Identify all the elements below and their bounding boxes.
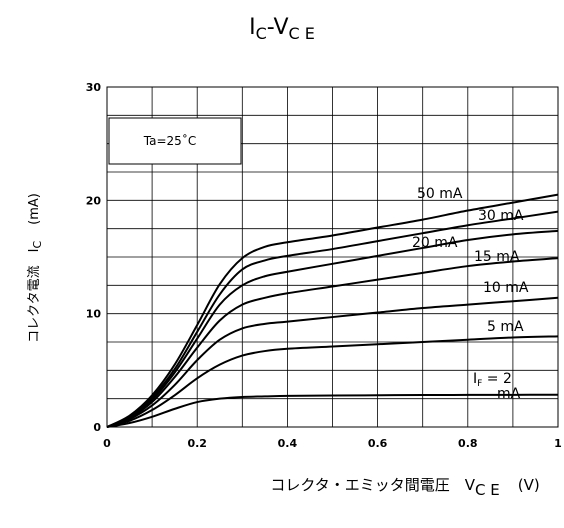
curves — [106, 193, 559, 428]
y-tick-label: 30 — [86, 81, 102, 94]
title-sep: - — [267, 15, 274, 40]
series-line-4 — [106, 296, 559, 428]
series-line-1 — [106, 210, 559, 428]
y-axis-label: コレクタ電流 IC (mA) — [27, 193, 44, 343]
title-i: I — [249, 15, 256, 40]
curve-labels: 50 mA 30 mA 20 mA 15 mA 10 mA 5 mA IF = … — [412, 186, 529, 402]
label-30ma: 30 mA — [478, 208, 524, 224]
x-ticks: 0 0.2 0.4 0.6 0.8 1 — [103, 437, 562, 450]
series-line-5 — [106, 335, 559, 428]
label-if-rest: = 2 — [482, 371, 512, 387]
label-10ma: 10 mA — [483, 280, 529, 296]
series-line-0 — [106, 193, 559, 428]
annotation-text: Ta=25˚C — [143, 133, 196, 148]
annotation-box — [108, 117, 242, 165]
x-tick-label: 0.8 — [458, 437, 478, 450]
y-tick-label: 10 — [86, 308, 102, 321]
y-axis-label-unit: (mA) — [27, 193, 42, 225]
chart-title: IC-VC E — [249, 15, 315, 43]
y-axis-label-text: コレクタ電流 I — [27, 249, 42, 343]
label-if-sub: F — [477, 379, 482, 389]
series-line-2 — [106, 229, 559, 428]
x-axis-label-text: コレクタ・エミッタ間電圧 V — [270, 476, 475, 494]
label-50ma: 50 mA — [417, 186, 463, 202]
x-axis-label-unit: (V) — [518, 476, 540, 494]
y-ticks: 0 10 20 30 — [86, 81, 102, 434]
plot-frame — [106, 86, 559, 428]
y-tick-label: 20 — [86, 194, 102, 207]
title-i-sub: C — [256, 24, 267, 43]
x-tick-label: 0 — [103, 437, 111, 450]
x-tick-label: 1 — [554, 437, 562, 450]
y-tick-label: 0 — [93, 421, 101, 434]
x-axis-label-sub: C E — [475, 481, 500, 499]
x-tick-label: 0.4 — [278, 437, 298, 450]
title-v: V — [273, 15, 288, 40]
x-tick-label: 0.2 — [187, 437, 207, 450]
series-line-6 — [106, 393, 559, 428]
label-if-i: I — [473, 371, 477, 387]
grid — [107, 87, 558, 427]
label-if-unit-cut: mA — [497, 386, 521, 402]
label-20ma: 20 mA — [412, 235, 458, 251]
label-5ma: 5 mA — [487, 319, 524, 335]
label-if-2ma: IF = 2 — [473, 371, 512, 389]
series-line-3 — [106, 257, 559, 428]
x-axis-label: コレクタ・エミッタ間電圧 VC E (V) — [270, 476, 539, 499]
y-axis-label-sub: C — [31, 241, 44, 249]
title-v-sub: C E — [289, 24, 315, 43]
label-15ma: 15 mA — [474, 249, 520, 265]
x-tick-label: 0.6 — [368, 437, 388, 450]
